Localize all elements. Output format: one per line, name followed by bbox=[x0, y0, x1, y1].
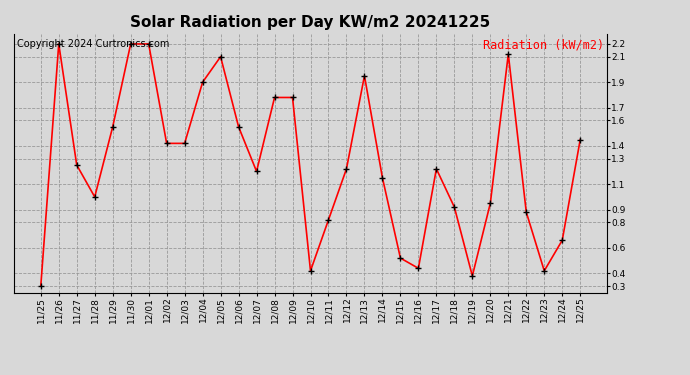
Title: Solar Radiation per Day KW/m2 20241225: Solar Radiation per Day KW/m2 20241225 bbox=[130, 15, 491, 30]
Text: Radiation (kW/m2): Radiation (kW/m2) bbox=[483, 39, 604, 52]
Text: Copyright 2024 Curtronics.com: Copyright 2024 Curtronics.com bbox=[17, 39, 169, 49]
